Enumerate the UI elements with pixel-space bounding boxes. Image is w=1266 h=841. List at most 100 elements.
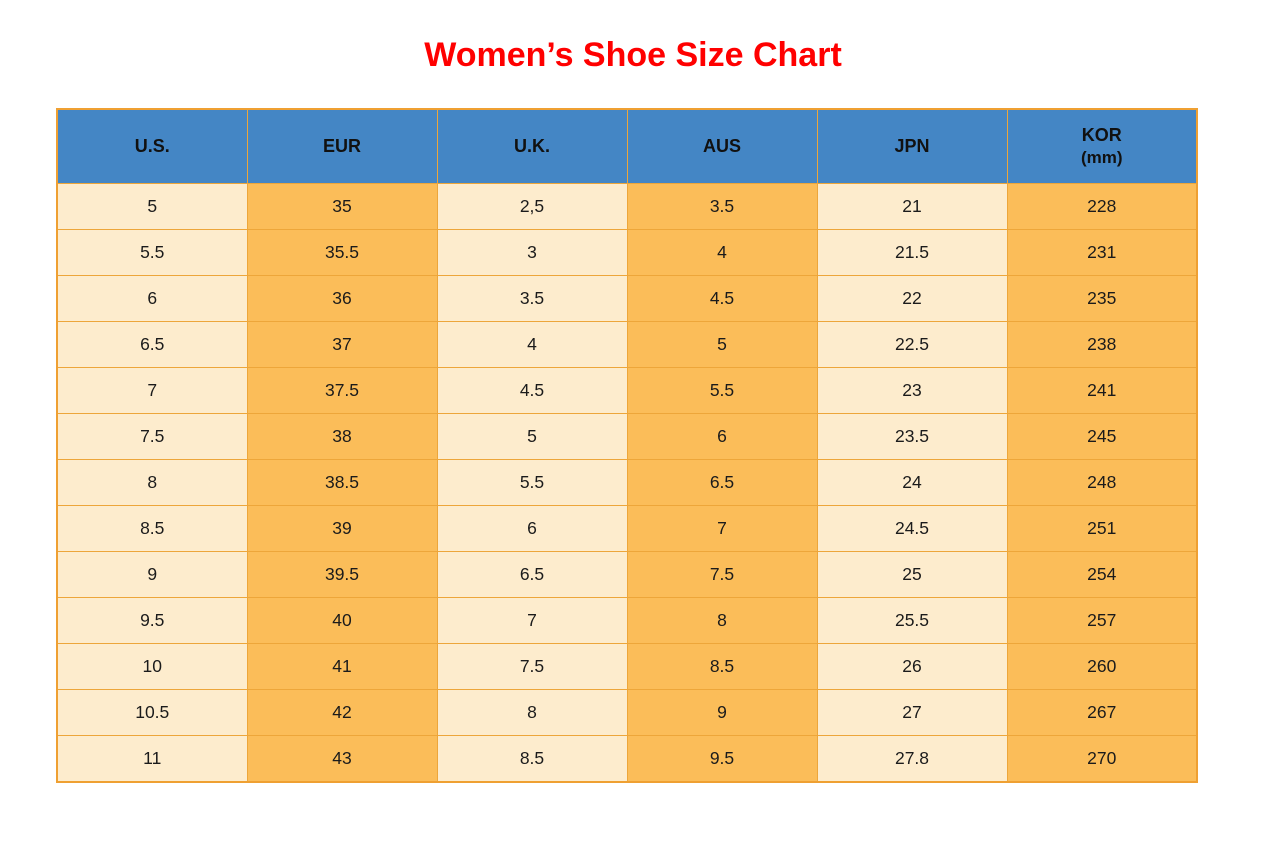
- table-cell: 25.5: [816, 597, 1008, 644]
- table-cell: 25: [816, 551, 1008, 598]
- table-cell: 6: [436, 505, 628, 552]
- column-header: JPN: [816, 108, 1008, 184]
- table-cell: 23.5: [816, 413, 1008, 460]
- table-row: 8 38.5 5.5 6.5 24 248: [56, 459, 1198, 506]
- column-header-label: U.S.: [134, 136, 170, 156]
- table-cell: 8: [626, 597, 818, 644]
- column-header-sublabel: (mm): [1080, 148, 1123, 167]
- table-row: 7 37.5 4.5 5.5 23 241: [56, 367, 1198, 414]
- table-cell: 38: [246, 413, 438, 460]
- column-header-label: U.K.: [514, 136, 550, 156]
- table-row: 5.5 35.5 3 4 21.5 231: [56, 229, 1198, 276]
- table-row: 10 41 7.5 8.5 26 260: [56, 643, 1198, 690]
- table-cell: 6.5: [626, 459, 818, 506]
- table-cell: 7.5: [436, 643, 628, 690]
- table-cell: 241: [1006, 367, 1198, 414]
- table-cell: 267: [1006, 689, 1198, 736]
- column-header-label: AUS: [702, 136, 741, 156]
- table-cell: 5: [436, 413, 628, 460]
- table-cell: 5.5: [56, 229, 248, 276]
- table-cell: 8.5: [56, 505, 248, 552]
- table-cell: 6: [56, 275, 248, 322]
- table-cell: 35: [246, 183, 438, 230]
- table-cell: 3: [436, 229, 628, 276]
- table-cell: 8: [56, 459, 248, 506]
- table-cell: 3.5: [626, 183, 818, 230]
- table-cell: 257: [1006, 597, 1198, 644]
- table-cell: 43: [246, 735, 438, 783]
- table-cell: 7: [436, 597, 628, 644]
- table-cell: 9: [56, 551, 248, 598]
- table-cell: 6.5: [56, 321, 248, 368]
- table-cell: 254: [1006, 551, 1198, 598]
- page-title: Women’s Shoe Size Chart: [424, 36, 842, 74]
- table-cell: 36: [246, 275, 438, 322]
- column-header-label: JPN: [894, 136, 930, 156]
- table-cell: 248: [1006, 459, 1198, 506]
- table-cell: 22.5: [816, 321, 1008, 368]
- table-cell: 10: [56, 643, 248, 690]
- table-cell: 7.5: [626, 551, 818, 598]
- table-row: 5 35 2,5 3.5 21 228: [56, 183, 1198, 230]
- table-cell: 39: [246, 505, 438, 552]
- table-cell: 38.5: [246, 459, 438, 506]
- table-cell: 5.5: [436, 459, 628, 506]
- table-cell: 9.5: [626, 735, 818, 783]
- table-cell: 37: [246, 321, 438, 368]
- table-cell: 5: [56, 183, 248, 230]
- table-cell: 231: [1006, 229, 1198, 276]
- table-cell: 7: [56, 367, 248, 414]
- column-header: KOR (mm): [1006, 108, 1198, 184]
- header-row: U.S. EUR U.K. AUS JPN KOR (mm): [56, 108, 1198, 184]
- table-cell: 24.5: [816, 505, 1008, 552]
- table-cell: 9: [626, 689, 818, 736]
- table-cell: 8: [436, 689, 628, 736]
- column-header-label: KOR: [1081, 125, 1122, 145]
- table-cell: 21.5: [816, 229, 1008, 276]
- column-header: AUS: [626, 108, 818, 184]
- table-cell: 23: [816, 367, 1008, 414]
- column-header: U.S.: [56, 108, 248, 184]
- table-cell: 10.5: [56, 689, 248, 736]
- table-row: 6.5 37 4 5 22.5 238: [56, 321, 1198, 368]
- table-cell: 235: [1006, 275, 1198, 322]
- table-row: 6 36 3.5 4.5 22 235: [56, 275, 1198, 322]
- table-cell: 8.5: [436, 735, 628, 783]
- table-cell: 8.5: [626, 643, 818, 690]
- table-cell: 7: [626, 505, 818, 552]
- table-cell: 4: [436, 321, 628, 368]
- table-cell: 9.5: [56, 597, 248, 644]
- table-row: 9 39.5 6.5 7.5 25 254: [56, 551, 1198, 598]
- table-cell: 27: [816, 689, 1008, 736]
- column-header: EUR: [246, 108, 438, 184]
- table-cell: 3.5: [436, 275, 628, 322]
- table-cell: 4.5: [626, 275, 818, 322]
- column-header: U.K.: [436, 108, 628, 184]
- table-cell: 11: [56, 735, 248, 783]
- table-cell: 251: [1006, 505, 1198, 552]
- table-header: U.S. EUR U.K. AUS JPN KOR (mm): [56, 108, 1198, 184]
- table-row: 11 43 8.5 9.5 27.8 270: [56, 735, 1198, 783]
- table-cell: 22: [816, 275, 1008, 322]
- table-cell: 245: [1006, 413, 1198, 460]
- table-cell: 4.5: [436, 367, 628, 414]
- table-row: 8.5 39 6 7 24.5 251: [56, 505, 1198, 552]
- table-body: 5 35 2,5 3.5 21 228 5.5 35.5 3 4 21.5 231 6 36 3.5 4.5 2…: [56, 183, 1198, 783]
- table-cell: 35.5: [246, 229, 438, 276]
- table-cell: 39.5: [246, 551, 438, 598]
- table-cell: 40: [246, 597, 438, 644]
- table-cell: 42: [246, 689, 438, 736]
- table-row: 10.5 42 8 9 27 267: [56, 689, 1198, 736]
- table-cell: 260: [1006, 643, 1198, 690]
- table-cell: 27.8: [816, 735, 1008, 783]
- table-cell: 41: [246, 643, 438, 690]
- table-cell: 5.5: [626, 367, 818, 414]
- table-cell: 6.5: [436, 551, 628, 598]
- table-cell: 5: [626, 321, 818, 368]
- table-cell: 37.5: [246, 367, 438, 414]
- table-cell: 6: [626, 413, 818, 460]
- table-cell: 26: [816, 643, 1008, 690]
- table-cell: 21: [816, 183, 1008, 230]
- shoe-size-table: U.S. EUR U.K. AUS JPN KOR (mm) 5 35 2,5 3.5 21 228 5…: [56, 108, 1198, 783]
